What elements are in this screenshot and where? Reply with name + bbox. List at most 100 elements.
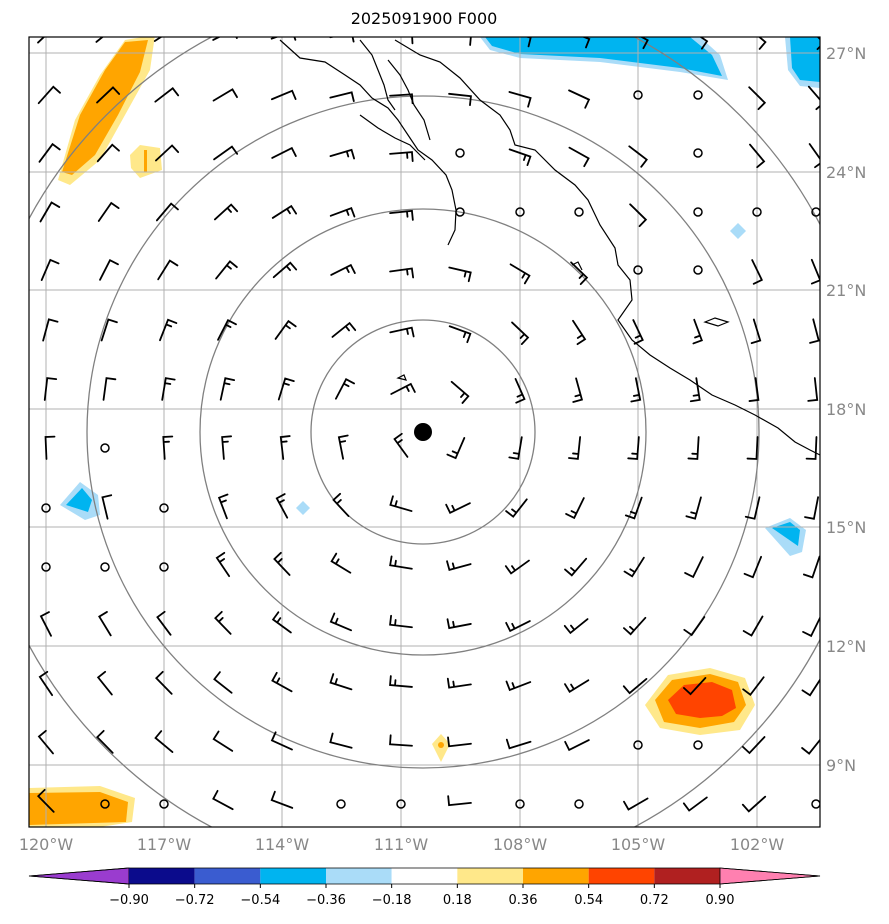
- wind-barb: [102, 377, 117, 401]
- lon-label: 105°W: [611, 835, 666, 854]
- wind-barb: [214, 610, 232, 635]
- colorbar-segment: [391, 868, 458, 884]
- wind-barb: [389, 209, 414, 221]
- lat-label: 24°N: [826, 163, 866, 182]
- wind-barb: [99, 258, 119, 281]
- wind-barb: [514, 378, 526, 404]
- wind-barb: [683, 616, 706, 637]
- wind-barb: [624, 496, 643, 520]
- wind-barb: [564, 679, 590, 693]
- lon-label: 102°W: [730, 835, 785, 854]
- wind-barb: [623, 556, 645, 578]
- calm-wind-marker: [693, 740, 703, 750]
- wind-barb: [411, 37, 414, 45]
- wind-barb: [389, 267, 415, 279]
- wind-barb: [271, 611, 292, 634]
- colorbar-extend-max: [719, 867, 821, 885]
- calm-wind-marker: [633, 265, 643, 275]
- wind-barb: [746, 436, 759, 460]
- map-frame: [28, 36, 821, 828]
- longitude-labels: 120°W 117°W 114°W 111°W 108°W 105°W 102°…: [19, 835, 785, 854]
- wind-barb: [159, 318, 178, 342]
- wind-barb: [750, 318, 762, 345]
- wind-barb: [155, 144, 180, 162]
- wind-barb: [98, 611, 112, 637]
- wind-barb: [448, 266, 472, 283]
- calm-wind-marker: [633, 90, 643, 100]
- colorbar-extend-min: [28, 867, 130, 885]
- colorbar-segment: [523, 868, 589, 884]
- lon-label: 111°W: [374, 835, 429, 854]
- calm-wind-marker: [100, 799, 110, 809]
- calm-wind-marker: [159, 799, 169, 809]
- calm-wind-marker: [515, 799, 525, 809]
- calm-wind-marker: [811, 207, 820, 217]
- calm-wind-marker: [159, 503, 169, 513]
- wind-barb: [509, 263, 531, 285]
- wind-barb: [271, 146, 297, 159]
- wind-barb: [448, 325, 472, 344]
- colorbar-segment: [260, 868, 326, 884]
- wind-barb: [154, 730, 174, 753]
- wind-barb: [689, 377, 701, 403]
- wind-barb: [622, 677, 648, 695]
- latitude-labels: 27°N 24°N 21°N 18°N 15°N 12°N 9°N: [826, 44, 866, 775]
- wind-barb: [217, 493, 229, 520]
- wind-barb: [270, 731, 293, 751]
- wind-barb: [279, 435, 291, 460]
- wind-barb: [213, 145, 239, 161]
- negative-contour-north-inner: [485, 37, 722, 76]
- wind-barb: [804, 496, 819, 520]
- wind-barb: [801, 738, 820, 755]
- calm-wind-marker: [752, 207, 762, 217]
- wind-barb: [212, 789, 234, 811]
- wind-barb: [572, 319, 587, 346]
- colorbar-label: −0.54: [240, 893, 280, 908]
- lon-label: 117°W: [137, 835, 192, 854]
- wind-barb: [685, 496, 702, 520]
- wind-barb: [390, 382, 416, 395]
- wind-barb: [213, 671, 233, 694]
- wind-barb: [273, 551, 291, 576]
- wind-barb: [389, 326, 415, 338]
- calm-wind-marker: [693, 207, 703, 217]
- wind-barb: [568, 146, 590, 168]
- wind-barb: [447, 795, 472, 807]
- wind-barb: [329, 37, 355, 43]
- wind-barb: [682, 796, 708, 812]
- lon-label: 108°W: [493, 835, 548, 854]
- wind-barb: [628, 145, 648, 168]
- wind-barb: [42, 318, 59, 342]
- calm-wind-marker: [633, 740, 643, 750]
- wind-barb: [217, 318, 237, 341]
- wind-barb: [212, 730, 234, 752]
- wind-barb: [97, 201, 120, 222]
- positive-contour-nw-inner: [62, 40, 148, 175]
- wind-barb: [156, 610, 172, 636]
- wind-barb: [44, 435, 56, 460]
- wind-barb: [623, 797, 649, 811]
- wind-barb: [270, 790, 294, 809]
- wind-barb: [215, 260, 238, 280]
- wind-barb: [271, 671, 293, 693]
- colorbar-segment: [326, 868, 392, 884]
- colorbar: −0.90 −0.72 −0.54 −0.36 −0.18 0.18 0.36 0.54 0.7…: [28, 867, 821, 908]
- wind-barb: [807, 377, 819, 402]
- wind-barb: [627, 436, 640, 460]
- wind-barb: [37, 37, 46, 44]
- wind-barb: [329, 148, 355, 160]
- wind-barb: [329, 207, 356, 218]
- wind-barb: [162, 435, 174, 460]
- wind-barb: [699, 37, 709, 50]
- wind-barb: [748, 377, 760, 402]
- wind-barb: [215, 551, 231, 578]
- wind-barb: [219, 377, 236, 401]
- wind-barb: [389, 555, 413, 570]
- calm-wind-marker: [396, 799, 406, 809]
- wind-barb: [742, 736, 766, 755]
- wind-barb: [748, 86, 767, 111]
- lat-label: 9°N: [826, 756, 856, 775]
- calm-wind-marker: [455, 207, 465, 217]
- wind-barb: [505, 620, 531, 633]
- colorbar-label: 0.54: [574, 893, 603, 908]
